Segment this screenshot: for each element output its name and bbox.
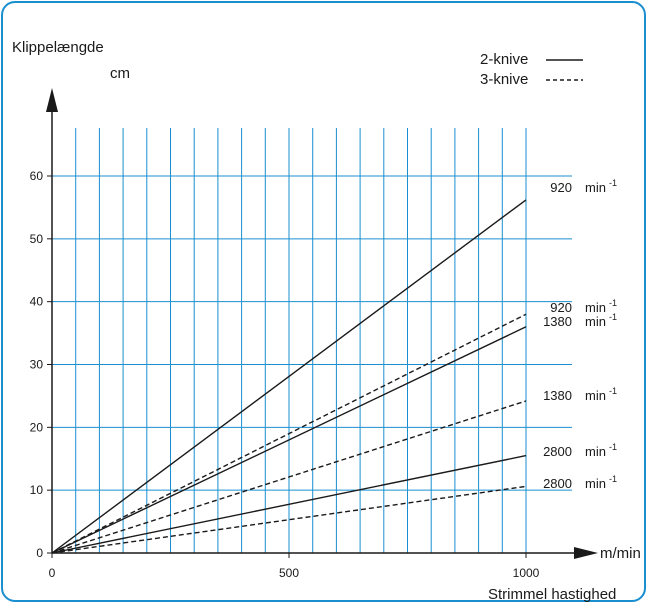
tick-labels: 0 10 20 30 40 50 60 0 500 1000 bbox=[30, 169, 540, 580]
legend: 2-knive 3-knive bbox=[480, 51, 583, 88]
y-axis-arrow-icon bbox=[46, 88, 58, 112]
series-label-920-dashed: 920 min -1 bbox=[550, 298, 617, 315]
rpm-unit: min bbox=[585, 476, 606, 491]
rpm-unit: min bbox=[585, 314, 606, 329]
y-axis-title-line2: cm bbox=[110, 65, 130, 82]
series-line-920-dashed bbox=[51, 313, 527, 554]
y-tick-label: 10 bbox=[30, 483, 44, 497]
series-label-2800-dashed: 2800 min -1 bbox=[543, 474, 617, 491]
series-line-1380-solid bbox=[51, 326, 527, 554]
grid bbox=[52, 128, 572, 553]
series-label-1380-dashed: 1380 min -1 bbox=[543, 386, 617, 403]
series-label-920-solid: 920 min -1 bbox=[550, 178, 617, 195]
series-line-2800-solid bbox=[51, 454, 527, 554]
rpm-unit-exponent: -1 bbox=[609, 298, 617, 308]
y-tick-label: 30 bbox=[30, 358, 44, 372]
rpm-unit-exponent: -1 bbox=[609, 312, 617, 322]
rpm-unit-exponent: -1 bbox=[609, 442, 617, 452]
series-label-2800-solid: 2800 min -1 bbox=[543, 442, 617, 459]
rpm-unit: min bbox=[585, 300, 606, 315]
x-axis-title: Strimmel hastighed bbox=[488, 586, 616, 603]
rpm-unit: min bbox=[585, 180, 606, 195]
y-tick-label: 0 bbox=[36, 546, 43, 560]
y-tick-label: 20 bbox=[30, 420, 44, 434]
rpm-unit-exponent: -1 bbox=[609, 386, 617, 396]
legend-label-3-knive: 3-knive bbox=[480, 71, 528, 88]
x-axis-arrow-icon bbox=[574, 547, 598, 559]
series bbox=[51, 199, 527, 554]
x-tick-label: 500 bbox=[279, 566, 299, 580]
rpm-value: 2800 bbox=[543, 476, 572, 491]
x-tick-label: 1000 bbox=[513, 566, 540, 580]
rpm-value: 920 bbox=[550, 180, 572, 195]
y-axis-title-line1: Klippelængde bbox=[12, 39, 104, 56]
rpm-value: 1380 bbox=[543, 314, 572, 329]
rpm-value: 1380 bbox=[543, 388, 572, 403]
legend-label-2-knive: 2-knive bbox=[480, 51, 528, 68]
series-line-920-solid bbox=[51, 199, 527, 554]
y-tick-label: 40 bbox=[30, 295, 44, 309]
rpm-unit-exponent: -1 bbox=[609, 474, 617, 484]
x-axis-unit: m/min bbox=[600, 545, 641, 562]
x-tick-label: 0 bbox=[49, 566, 56, 580]
rpm-unit: min bbox=[585, 444, 606, 459]
rpm-value: 2800 bbox=[543, 444, 572, 459]
y-tick-label: 60 bbox=[30, 169, 44, 183]
series-label-1380-solid: 1380 min -1 bbox=[543, 312, 617, 329]
series-line-1380-dashed bbox=[51, 400, 527, 554]
rpm-value: 920 bbox=[550, 300, 572, 315]
rpm-unit-exponent: -1 bbox=[609, 178, 617, 188]
rpm-unit: min bbox=[585, 388, 606, 403]
y-tick-label: 50 bbox=[30, 232, 44, 246]
